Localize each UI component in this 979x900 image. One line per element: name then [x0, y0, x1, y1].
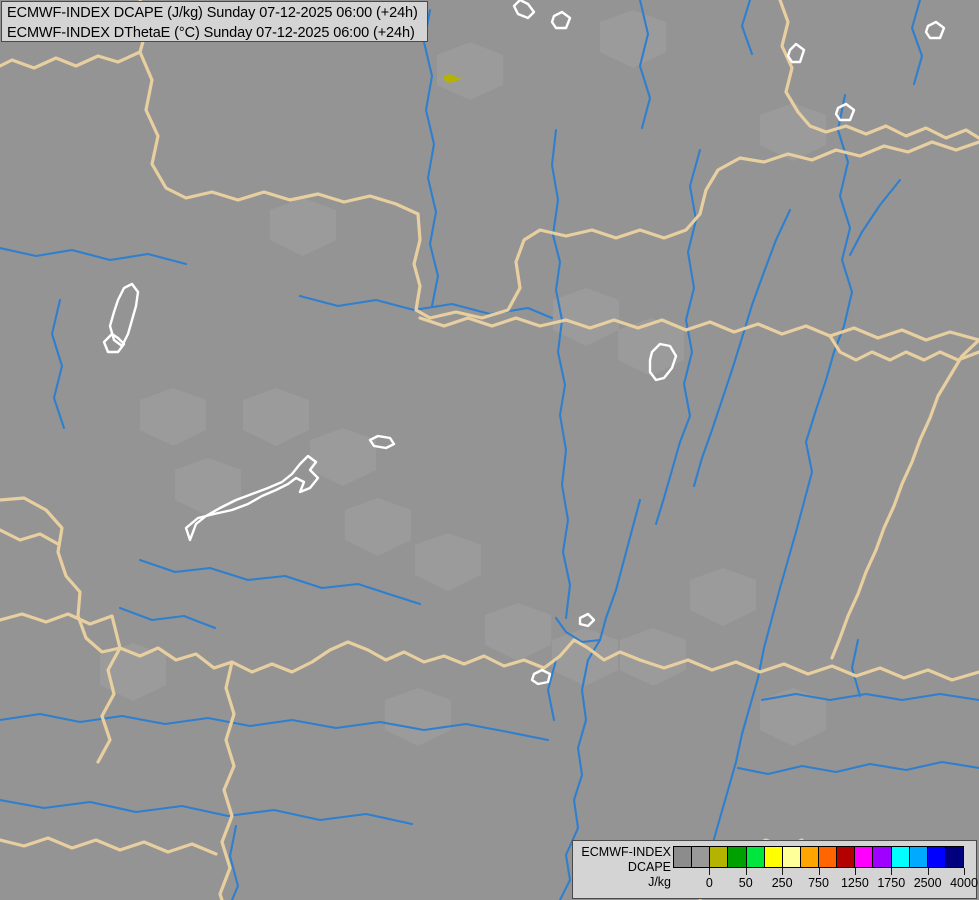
legend-colorbar-wrap: [673, 846, 964, 868]
legend-tick-label-1: 50: [738, 876, 753, 890]
legend-swatch-12: [891, 847, 910, 867]
legend-tick-mark-5: [891, 868, 893, 875]
legend-tick-label-0: 0: [705, 876, 713, 890]
legend-tick-label-7: 4000: [950, 876, 978, 890]
forecast-caption-box: ECMWF-INDEX DCAPE (J/kg) Sunday 07-12-20…: [1, 1, 428, 42]
legend-tick-label-6: 2500: [913, 876, 942, 890]
legend-tick-mark-3: [818, 868, 820, 875]
legend-swatch-7: [800, 847, 819, 867]
legend-title-units: J/kg: [648, 875, 671, 889]
legend-swatch-3: [728, 847, 747, 867]
legend-swatch-5: [764, 847, 783, 867]
legend-swatch-1: [692, 847, 711, 867]
legend-swatch-13: [909, 847, 928, 867]
legend-swatch-0: [674, 847, 693, 867]
legend-swatch-6: [782, 847, 801, 867]
legend-colorbar: [673, 846, 964, 868]
legend-tick-axis: 0 50 250 750 1250 1750 2500 4000: [673, 868, 978, 896]
legend-swatch-15: [945, 847, 963, 867]
legend-tick-label-4: 1250: [840, 876, 869, 890]
legend-swatch-10: [855, 847, 874, 867]
legend-swatch-11: [873, 847, 892, 867]
legend-title-model: ECMWF-INDEX: [581, 845, 671, 859]
legend-tick-mark-2: [782, 868, 784, 875]
legend-tick-label-2: 250: [771, 876, 793, 890]
dcape-data-overlay: [443, 74, 462, 83]
legend-tick-mark-6: [927, 868, 929, 875]
legend-title-block: ECMWF-INDEX DCAPE J/kg: [577, 845, 671, 890]
legend-swatch-4: [746, 847, 765, 867]
legend-swatch-2: [710, 847, 729, 867]
legend-tick-label-3: 750: [808, 876, 829, 890]
legend-swatch-9: [837, 847, 856, 867]
model-grid-cells: [100, 10, 826, 746]
legend-title-parameter: DCAPE: [627, 860, 671, 874]
legend-swatch-8: [819, 847, 838, 867]
caption-line-dthetae: ECMWF-INDEX DThetaE (°C) Sunday 07-12-20…: [7, 25, 415, 41]
caption-line-dcape: ECMWF-INDEX DCAPE (J/kg) Sunday 07-12-20…: [7, 5, 418, 21]
legend-tick-mark-1: [745, 868, 747, 875]
legend-tick-mark-7: [964, 868, 965, 875]
legend-tick-mark-4: [854, 868, 856, 875]
legend-tick-label-5: 1750: [877, 876, 906, 890]
color-scale-legend: ECMWF-INDEX DCAPE J/kg 0 50 250 750 1250 1750…: [572, 840, 978, 899]
dcape-50-250-jkg-patch: [443, 74, 462, 83]
lake-outlines: [102, 0, 946, 686]
legend-tick-mark-0: [709, 868, 711, 875]
legend-swatch-14: [927, 847, 946, 867]
